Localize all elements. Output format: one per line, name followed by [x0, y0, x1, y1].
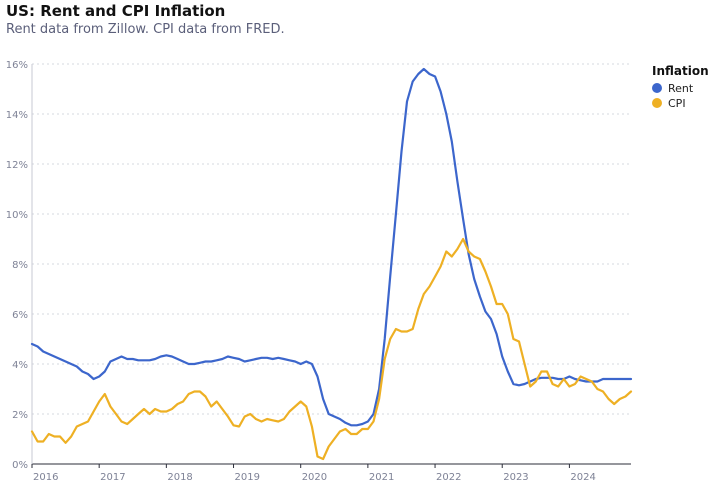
cpi-legend-label: CPI	[668, 97, 686, 110]
y-tick-label: 12%	[6, 160, 28, 171]
chart-title: US: Rent and CPI Inflation	[6, 2, 226, 20]
y-tick-label: 8%	[12, 260, 28, 271]
y-tick-label: 14%	[6, 110, 28, 121]
series-lines	[30, 67, 633, 461]
x-tick-label: 2018	[167, 472, 192, 483]
legend-title: Inflation	[652, 64, 709, 78]
x-tick-label: 2024	[570, 472, 595, 483]
x-axis-ticks: 2016 2017 2018 2019 2020 2021 2022 2023 2024	[31, 464, 596, 483]
chart-subtitle: Rent data from Zillow. CPI data from FRE…	[6, 22, 285, 37]
cpi-legend-swatch	[652, 98, 662, 108]
x-tick-label: 2020	[302, 472, 327, 483]
cpi-series-line	[30, 237, 633, 461]
rent-series-line	[30, 67, 633, 427]
y-tick-label: 6%	[12, 310, 28, 321]
y-axis-ticks: 0% 2% 4% 6% 8% 10% 12% 14% 16%	[6, 60, 28, 471]
rent-legend-label: Rent	[668, 82, 694, 95]
x-tick-label: 2023	[503, 472, 528, 483]
x-tick-label: 2022	[436, 472, 461, 483]
x-tick-label: 2017	[100, 472, 125, 483]
y-tick-label: 10%	[6, 210, 28, 221]
x-tick-label: 2019	[235, 472, 260, 483]
y-tick-label: 16%	[6, 60, 28, 71]
x-tick-label: 2021	[369, 472, 394, 483]
legend-items: Rent CPI	[652, 82, 694, 110]
legend: Inflation Rent CPI	[652, 64, 709, 110]
y-tick-label: 0%	[12, 460, 28, 471]
y-tick-label: 4%	[12, 360, 28, 371]
y-tick-label: 2%	[12, 410, 28, 421]
gridlines	[32, 63, 631, 415]
x-tick-label: 2016	[33, 472, 58, 483]
rent-legend-swatch	[652, 83, 662, 93]
